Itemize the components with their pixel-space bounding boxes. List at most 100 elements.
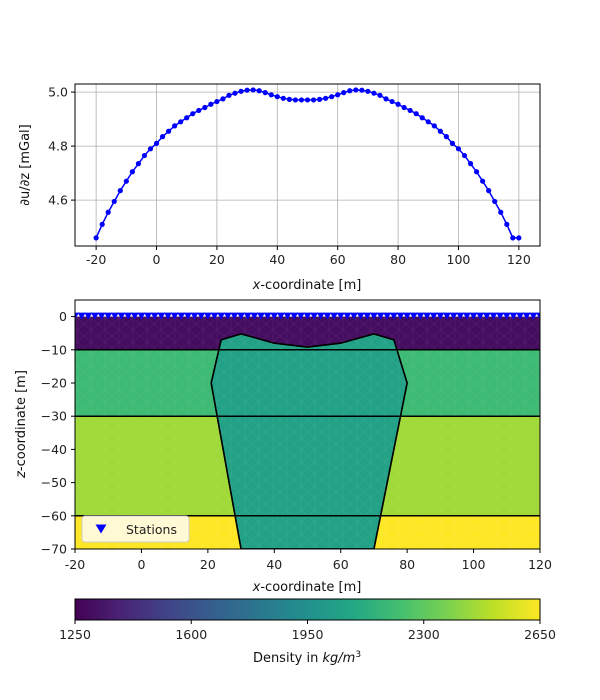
station-marker <box>516 312 525 320</box>
colorbar-ticks: 1250 1600 1950 2300 2650 <box>59 620 556 642</box>
station-marker <box>84 312 93 320</box>
density-model-y-label: z-coordinate [m] <box>14 370 29 479</box>
gravity-profile-line <box>95 89 519 239</box>
station-marker <box>350 312 358 320</box>
colorbar-tick-label: 2650 <box>524 627 556 642</box>
station-marker <box>409 312 418 320</box>
y-tick-label: 0 <box>59 309 67 324</box>
station-marker <box>183 312 192 320</box>
station-marker <box>237 312 246 320</box>
station-marker <box>443 312 451 320</box>
data-point <box>292 97 299 103</box>
station-marker <box>190 312 199 320</box>
x-tick-label: 100 <box>447 252 471 267</box>
gravity-profile-frame <box>74 83 541 247</box>
data-point <box>153 140 160 146</box>
x-tick-label: 120 <box>507 252 531 267</box>
station-marker <box>456 312 465 320</box>
data-point <box>190 111 196 117</box>
data-point <box>141 152 148 159</box>
data-point <box>172 123 178 129</box>
data-point <box>335 92 341 98</box>
data-point <box>256 88 262 94</box>
station-marker <box>403 312 412 320</box>
station-marker <box>117 312 126 320</box>
svg-text:∂u/∂z [mGal]: ∂u/∂z [mGal] <box>18 124 33 205</box>
station-marker <box>502 312 511 320</box>
y-tick-label: 4.6 <box>48 193 68 208</box>
station-marker <box>356 312 365 320</box>
station-marker <box>343 312 352 320</box>
data-point <box>286 96 292 102</box>
density-model-frame <box>74 299 541 550</box>
station-marker <box>316 312 325 320</box>
station-marker <box>436 312 445 320</box>
station-marker <box>210 312 219 320</box>
station-marker <box>496 312 505 320</box>
data-point <box>310 97 317 103</box>
data-point <box>359 87 365 93</box>
station-marker <box>150 312 159 320</box>
station-marker <box>157 312 166 320</box>
data-point <box>232 90 238 96</box>
station-marker <box>243 312 252 320</box>
data-point <box>371 90 377 96</box>
data-point <box>274 94 280 100</box>
data-point <box>510 235 516 241</box>
station-marker <box>296 312 305 320</box>
station-marker <box>283 312 292 320</box>
station-marker <box>462 312 471 320</box>
data-point <box>214 98 220 105</box>
data-point <box>93 235 99 241</box>
svg-text:z-coordinate [m]: z-coordinate [m] <box>14 370 29 479</box>
legend-box <box>81 515 190 543</box>
station-marker <box>104 312 113 320</box>
data-point <box>467 161 474 167</box>
data-point <box>413 111 419 117</box>
station-marker <box>396 312 405 320</box>
x-tick-label: 20 <box>209 252 225 267</box>
density-model-x-ticks: -20 0 20 40 60 80 100 120 <box>65 549 552 572</box>
data-point <box>365 88 371 94</box>
station-marker <box>376 312 385 320</box>
station-marker <box>336 312 345 320</box>
x-tick-label: -20 <box>86 252 106 267</box>
gravity-profile-x-ticks: -20 0 20 40 60 80 100 120 <box>86 246 531 267</box>
x-tick-label: 20 <box>200 557 216 572</box>
station-marker <box>310 312 319 320</box>
station-marker <box>489 312 498 320</box>
data-point <box>166 128 172 134</box>
station-marker <box>230 312 239 320</box>
data-point <box>323 95 329 101</box>
station-markers <box>75 312 540 320</box>
station-marker <box>369 312 378 320</box>
data-point <box>347 88 353 94</box>
x-tick-label: 40 <box>269 252 285 267</box>
data-point <box>105 209 111 215</box>
data-point <box>504 221 510 227</box>
colorbar-tick-label: 1950 <box>292 627 324 642</box>
x-tick-label: 80 <box>390 252 406 267</box>
station-marker <box>97 312 106 320</box>
density-anomaly-outline <box>210 333 408 549</box>
data-point <box>268 92 274 98</box>
station-marker <box>250 312 259 320</box>
data-point <box>184 115 190 121</box>
data-point <box>353 87 359 93</box>
colorbar-tick-label: 2300 <box>408 627 440 642</box>
x-tick-label: 80 <box>399 557 415 572</box>
density-model-panel: -20 0 20 40 60 80 100 120 0 −10 −20 −30 −40 −50 −60 −7… <box>14 299 552 595</box>
colorbar-label: Density in kg/m3 <box>253 650 361 666</box>
data-point <box>280 95 286 101</box>
y-tick-label: −40 <box>41 442 67 457</box>
station-marker <box>170 312 179 320</box>
data-point <box>389 98 395 105</box>
legend: Stations <box>81 515 190 543</box>
station-marker <box>75 312 79 320</box>
data-point <box>401 104 407 111</box>
data-point <box>226 92 232 98</box>
station-marker <box>383 312 392 320</box>
station-marker <box>469 312 478 320</box>
station-marker <box>130 312 139 320</box>
